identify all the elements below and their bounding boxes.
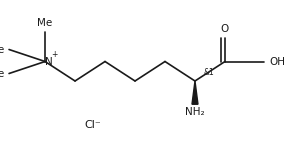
Text: N: N bbox=[45, 56, 53, 67]
Text: &1: &1 bbox=[204, 68, 215, 77]
Polygon shape bbox=[192, 81, 198, 104]
Text: Me: Me bbox=[37, 18, 53, 28]
Text: NH₂: NH₂ bbox=[185, 108, 205, 118]
Text: OH: OH bbox=[270, 56, 285, 67]
Text: Me: Me bbox=[0, 45, 5, 54]
Text: Me: Me bbox=[0, 69, 5, 78]
Text: O: O bbox=[221, 24, 229, 34]
Text: +: + bbox=[51, 50, 57, 59]
Text: Cl⁻: Cl⁻ bbox=[85, 120, 101, 130]
